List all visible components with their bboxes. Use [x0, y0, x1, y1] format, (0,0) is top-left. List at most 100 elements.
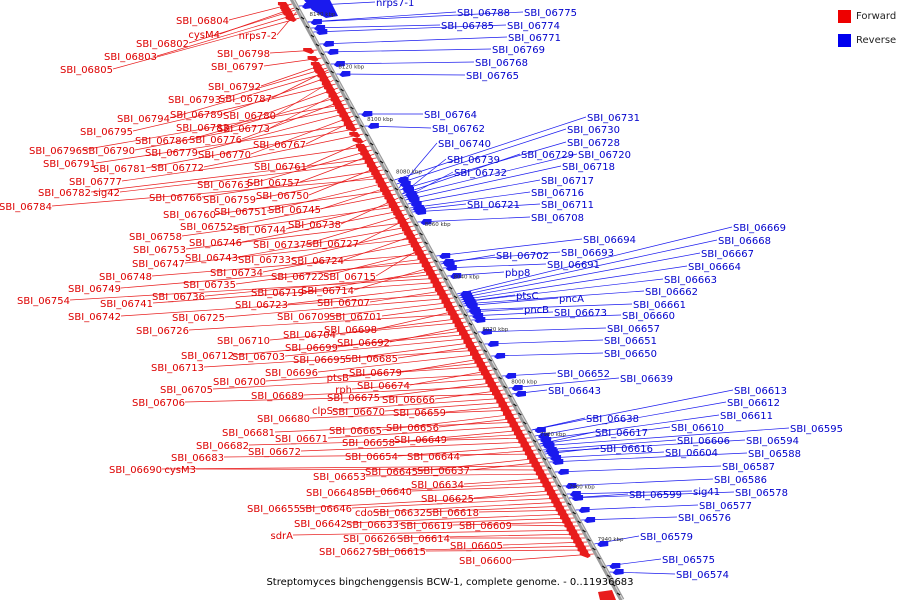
reverse-gene-label-63[interactable]: SBI_06578 [735, 488, 788, 499]
forward-gene-label-49[interactable]: SBI_06733 [238, 255, 291, 266]
forward-gene-label-121[interactable]: SBI_06633 [346, 520, 399, 531]
forward-gene-label-59[interactable]: SBI_06719 [251, 288, 304, 299]
forward-gene-label-125[interactable]: SBI_06626 [343, 534, 396, 545]
reverse-gene-label-16[interactable]: SBI_06729 [521, 150, 574, 161]
reverse-gene-label-60[interactable]: SBI_06587 [722, 462, 775, 473]
forward-gene-label-58[interactable]: SBI_06714 [301, 286, 354, 297]
forward-gene-label-33[interactable]: SBI_06750 [256, 191, 309, 202]
reverse-gene-label-3[interactable]: SBI_06785 [441, 21, 494, 32]
forward-gene-label-21[interactable]: SBI_06779 [145, 148, 198, 159]
forward-gene-label-70[interactable]: SBI_06726 [136, 326, 189, 337]
forward-gene-label-14[interactable]: SBI_06795 [80, 127, 133, 138]
reverse-gene-label-21[interactable]: SBI_06716 [531, 188, 584, 199]
forward-gene-label-40[interactable]: SBI_06752 [180, 222, 233, 233]
forward-gene-label-126[interactable]: SBI_06614 [397, 534, 450, 545]
reverse-gene-label-27[interactable]: SBI_06702 [496, 251, 549, 262]
reverse-gene-label-46[interactable]: SBI_06639 [620, 374, 673, 385]
forward-gene-label-44[interactable]: SBI_06746 [189, 238, 242, 249]
forward-gene-label-103[interactable]: SBI_06654 [345, 452, 398, 463]
forward-gene-label-74[interactable]: SBI_06699 [285, 343, 338, 354]
forward-gene-label-34[interactable]: SBI_06766 [149, 193, 202, 204]
reverse-gene-label-58[interactable]: SBI_06604 [665, 448, 718, 459]
forward-gene-label-68[interactable]: SBI_06701 [329, 312, 382, 323]
forward-gene-label-69[interactable]: SBI_06698 [324, 325, 377, 336]
reverse-gene-label-29[interactable]: pbp8 [505, 268, 530, 279]
forward-gene-label-113[interactable]: SBI_06640 [359, 487, 412, 498]
forward-gene-label-83[interactable]: SBI_06700 [213, 377, 266, 388]
reverse-gene-label-51[interactable]: SBI_06611 [720, 411, 773, 422]
forward-gene-label-96[interactable]: SBI_06656 [386, 423, 439, 434]
reverse-gene-label-17[interactable]: SBI_06720 [578, 150, 631, 161]
reverse-gene-label-4[interactable]: SBI_06774 [507, 21, 560, 32]
forward-gene-label-110[interactable]: SBI_06653 [313, 472, 366, 483]
forward-gene-label-18[interactable]: SBI_06776 [189, 135, 242, 146]
forward-gene-label-26[interactable]: SBI_06772 [151, 163, 204, 174]
forward-gene-label-120[interactable]: SBI_06642 [294, 519, 347, 530]
reverse-gene-label-6[interactable]: SBI_06769 [492, 45, 545, 56]
forward-gene-label-99[interactable]: SBI_06658 [342, 438, 395, 449]
forward-gene-label-90[interactable]: SBI_06706 [132, 398, 185, 409]
forward-gene-label-85[interactable]: SBI_06705 [160, 385, 213, 396]
reverse-gene-label-25[interactable]: SBI_06694 [583, 235, 636, 246]
forward-gene-label-88[interactable]: SBI_06689 [251, 391, 304, 402]
forward-gene-label-37[interactable]: SBI_06751 [214, 207, 267, 218]
reverse-gene-label-32[interactable]: SBI_06667 [701, 249, 754, 260]
forward-gene-label-114[interactable]: SBI_06625 [421, 494, 474, 505]
forward-gene-label-84[interactable]: SBI_06674 [357, 381, 410, 392]
reverse-gene-label-23[interactable]: SBI_06711 [541, 200, 594, 211]
reverse-gene-label-12[interactable]: SBI_06730 [567, 125, 620, 136]
forward-gene-label-17[interactable]: SBI_06786 [135, 136, 188, 147]
reverse-gene-label-41[interactable]: SBI_06660 [622, 311, 675, 322]
forward-gene-label-94[interactable]: SBI_06680 [257, 414, 310, 425]
reverse-gene-label-0[interactable]: nrps7-1 [376, 0, 414, 9]
reverse-gene-label-61[interactable]: SBI_06586 [714, 475, 767, 486]
forward-gene-label-82[interactable]: ptsB [327, 373, 349, 384]
forward-gene-label-1[interactable]: cysM4 [188, 30, 220, 41]
reverse-gene-label-55[interactable]: SBI_06606 [677, 436, 730, 447]
forward-gene-label-97[interactable]: SBI_06681 [222, 428, 275, 439]
forward-gene-label-36[interactable]: SBI_06784 [0, 202, 52, 213]
forward-gene-label-23[interactable]: SBI_06767 [253, 140, 306, 151]
forward-gene-label-130[interactable]: SBI_06600 [459, 556, 512, 567]
forward-gene-label-43[interactable]: SBI_06758 [129, 232, 182, 243]
forward-gene-label-102[interactable]: SBI_06672 [248, 447, 301, 458]
reverse-gene-label-38[interactable]: SBI_06661 [633, 300, 686, 311]
forward-gene-label-56[interactable]: SBI_06735 [183, 280, 236, 291]
reverse-gene-label-59[interactable]: SBI_06588 [748, 449, 801, 460]
reverse-gene-label-47[interactable]: SBI_06643 [548, 386, 601, 397]
forward-gene-label-80[interactable]: SBI_06696 [265, 368, 318, 379]
forward-gene-label-105[interactable]: SBI_06683 [171, 453, 224, 464]
reverse-gene-label-10[interactable]: SBI_06762 [432, 124, 485, 135]
forward-gene-label-78[interactable]: SBI_06685 [345, 354, 398, 365]
forward-gene-label-129[interactable]: SBI_06615 [373, 547, 426, 558]
forward-gene-label-48[interactable]: SBI_06743 [185, 253, 238, 264]
forward-gene-label-11[interactable]: SBI_06794 [117, 114, 170, 125]
forward-gene-label-106[interactable]: SBI_06645 [365, 467, 418, 478]
forward-gene-label-12[interactable]: SBI_06789 [170, 110, 223, 121]
forward-gene-label-128[interactable]: SBI_06627 [319, 547, 372, 558]
reverse-gene-label-26[interactable]: SBI_06693 [561, 248, 614, 259]
forward-gene-label-5[interactable]: SBI_06805 [60, 65, 113, 76]
forward-gene-label-108[interactable]: SBI_06690 [109, 465, 162, 476]
forward-gene-label-107[interactable]: SBI_06637 [417, 466, 470, 477]
forward-gene-label-87[interactable]: SBI_06675 [327, 393, 380, 404]
reverse-gene-label-40[interactable]: SBI_06673 [554, 308, 607, 319]
forward-gene-label-77[interactable]: SBI_06695 [293, 355, 346, 366]
reverse-gene-label-30[interactable]: SBI_06669 [733, 223, 786, 234]
forward-gene-label-0[interactable]: SBI_06804 [176, 16, 229, 27]
reverse-gene-label-36[interactable]: pncA [559, 294, 584, 305]
forward-gene-label-31[interactable]: SBI_06782 [38, 188, 91, 199]
forward-gene-label-9[interactable]: SBI_06793 [168, 95, 221, 106]
forward-gene-label-19[interactable]: SBI_06796 [29, 146, 82, 157]
forward-gene-label-92[interactable]: SBI_06670 [332, 407, 385, 418]
forward-gene-label-116[interactable]: SBI_06646 [299, 504, 352, 515]
forward-gene-label-16[interactable]: SBI_06773 [217, 124, 270, 135]
forward-gene-label-27[interactable]: SBI_06761 [254, 162, 307, 173]
reverse-gene-label-57[interactable]: SBI_06616 [600, 444, 653, 455]
forward-gene-label-2[interactable]: SBI_06802 [136, 39, 189, 50]
forward-gene-label-127[interactable]: SBI_06605 [450, 541, 503, 552]
forward-gene-label-71[interactable]: SBI_06704 [283, 330, 336, 341]
reverse-gene-label-2[interactable]: SBI_06775 [524, 8, 577, 19]
forward-gene-label-50[interactable]: SBI_06724 [291, 256, 344, 267]
forward-gene-label-52[interactable]: SBI_06734 [210, 268, 263, 279]
